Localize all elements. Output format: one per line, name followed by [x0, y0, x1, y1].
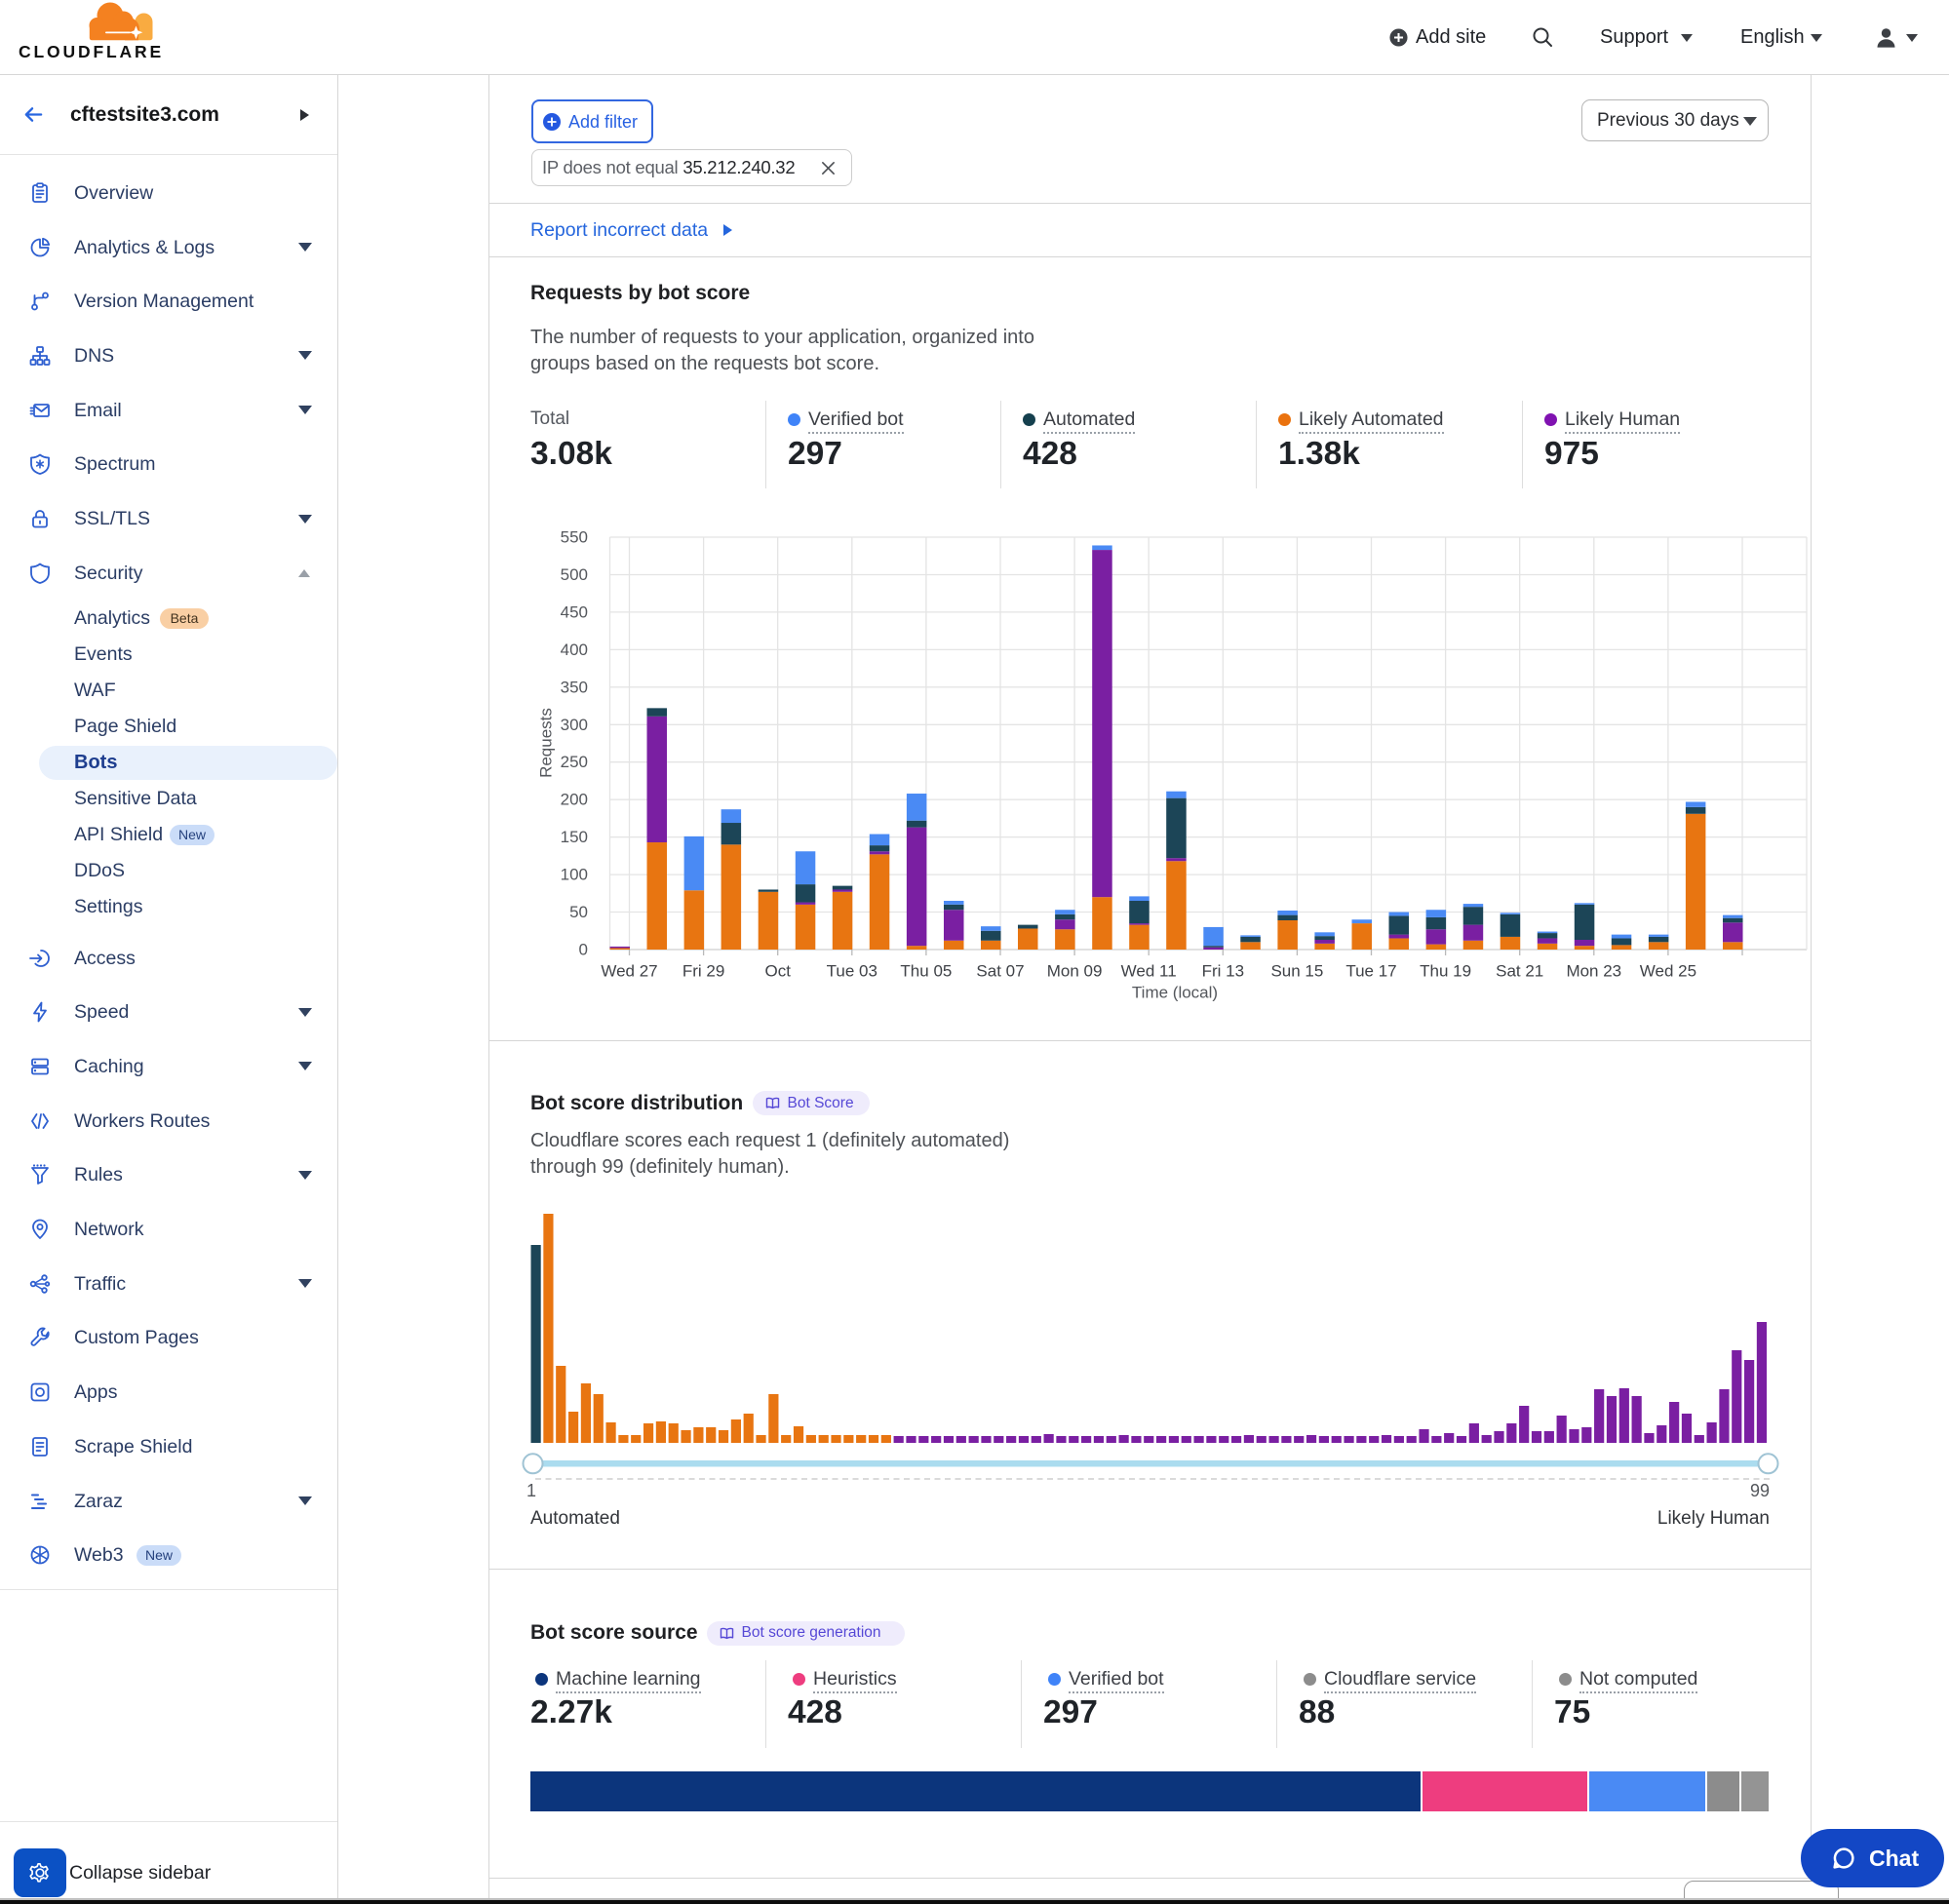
svg-text:150: 150 — [561, 828, 588, 846]
svg-text:Mon 09: Mon 09 — [1047, 962, 1103, 981]
svg-text:350: 350 — [561, 678, 588, 696]
svg-text:300: 300 — [561, 716, 588, 734]
svg-text:200: 200 — [561, 791, 588, 809]
svg-text:Wed 25: Wed 25 — [1640, 962, 1696, 981]
svg-text:Mon 23: Mon 23 — [1566, 962, 1621, 981]
svg-text:Wed 11: Wed 11 — [1121, 962, 1177, 981]
svg-text:Fri 29: Fri 29 — [682, 962, 724, 981]
svg-text:Fri 13: Fri 13 — [1202, 962, 1244, 981]
svg-text:Time (local): Time (local) — [1132, 984, 1218, 1002]
svg-text:Thu 05: Thu 05 — [900, 962, 952, 981]
svg-text:550: 550 — [561, 528, 588, 547]
svg-text:500: 500 — [561, 565, 588, 584]
svg-text:Sun 15: Sun 15 — [1270, 962, 1323, 981]
svg-text:Sat 07: Sat 07 — [976, 962, 1024, 981]
svg-text:450: 450 — [561, 602, 588, 621]
svg-text:Sat 21: Sat 21 — [1496, 962, 1543, 981]
svg-text:100: 100 — [561, 866, 588, 884]
svg-text:Wed 27: Wed 27 — [601, 962, 657, 981]
svg-text:Requests: Requests — [537, 708, 556, 778]
svg-text:Tue 03: Tue 03 — [827, 962, 877, 981]
svg-text:Tue 17: Tue 17 — [1345, 962, 1396, 981]
svg-text:400: 400 — [561, 641, 588, 659]
svg-text:250: 250 — [561, 753, 588, 771]
svg-text:Oct: Oct — [764, 962, 791, 981]
svg-text:Thu 19: Thu 19 — [1420, 962, 1471, 981]
svg-text:0: 0 — [579, 941, 588, 959]
svg-text:50: 50 — [569, 903, 588, 921]
